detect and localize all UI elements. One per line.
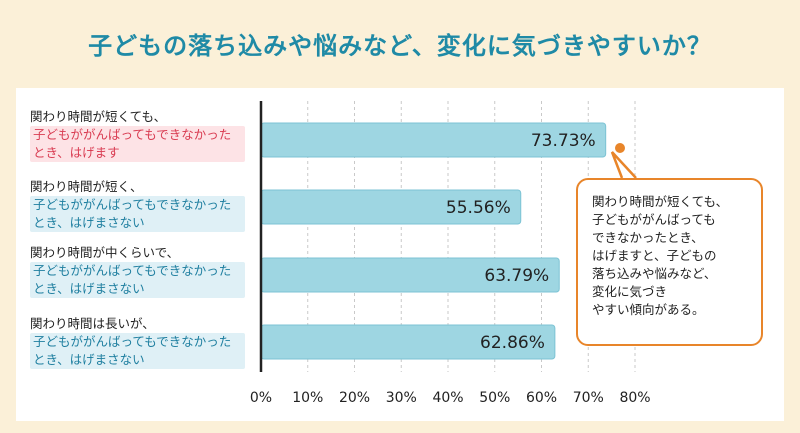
tick-label-7: 70% (573, 390, 604, 406)
tick-label-1: 10% (292, 390, 323, 406)
value-label-0: 73.73% (531, 131, 596, 151)
callout-pointer (610, 151, 637, 179)
callout-box (576, 178, 763, 346)
row-label-0: 関わり時間が短くても、 子どもががんばってもできなかった とき、はげます (30, 108, 245, 162)
tick-label-0: 0% (250, 390, 272, 406)
row-label-1: 関わり時間が短く、 子どもががんばってもできなかった とき、はげまさない (30, 178, 245, 232)
row-label-3: 関わり時間は長いが、 子どもががんばってもできなかった とき、はげまさない (30, 315, 245, 369)
tick-label-6: 60% (526, 390, 557, 406)
tick-label-4: 40% (432, 390, 463, 406)
chart-title: 子どもの落ち込みや悩みなど、変化に気づきやすいか？ (88, 32, 712, 60)
value-label-2: 63.79% (484, 266, 549, 286)
row-label-2-line2: 子どもががんばってもできなかった とき、はげまさない (30, 262, 245, 298)
callout-dot (615, 143, 625, 153)
tick-label-5: 50% (479, 390, 510, 406)
tick-label-2: 20% (339, 390, 370, 406)
row-label-2: 関わり時間が中くらいで、 子どもががんばってもできなかった とき、はげまさない (30, 244, 245, 298)
row-label-0-line1: 関わり時間が短くても、 (30, 109, 167, 124)
callout-text: 関わり時間が短くても、 子どもががんばっても できなかったとき、 はげますと、子… (592, 194, 729, 317)
value-label-1: 55.56% (446, 198, 511, 218)
row-label-1-line2: 子どもががんばってもできなかった とき、はげまさない (30, 196, 245, 232)
value-label-3: 62.86% (480, 333, 545, 353)
row-label-1-line1: 関わり時間が短く、 (30, 179, 143, 194)
row-label-0-line2: 子どもががんばってもできなかった とき、はげます (30, 126, 245, 162)
bar-layer: 73.73% 55.56% 63.79% 62.86% (260, 122, 607, 360)
tick-label-layer: 0% 10% 20% 30% 40% 50% 60% 70% 80% (250, 390, 651, 406)
row-label-2-line1: 関わり時間が中くらいで、 (30, 245, 180, 260)
row-label-3-line2: 子どもががんばってもできなかった とき、はげまさない (30, 333, 245, 369)
tick-label-3: 30% (386, 390, 417, 406)
tick-label-8: 80% (619, 390, 650, 406)
row-label-3-line1: 関わり時間は長いが、 (30, 316, 155, 331)
